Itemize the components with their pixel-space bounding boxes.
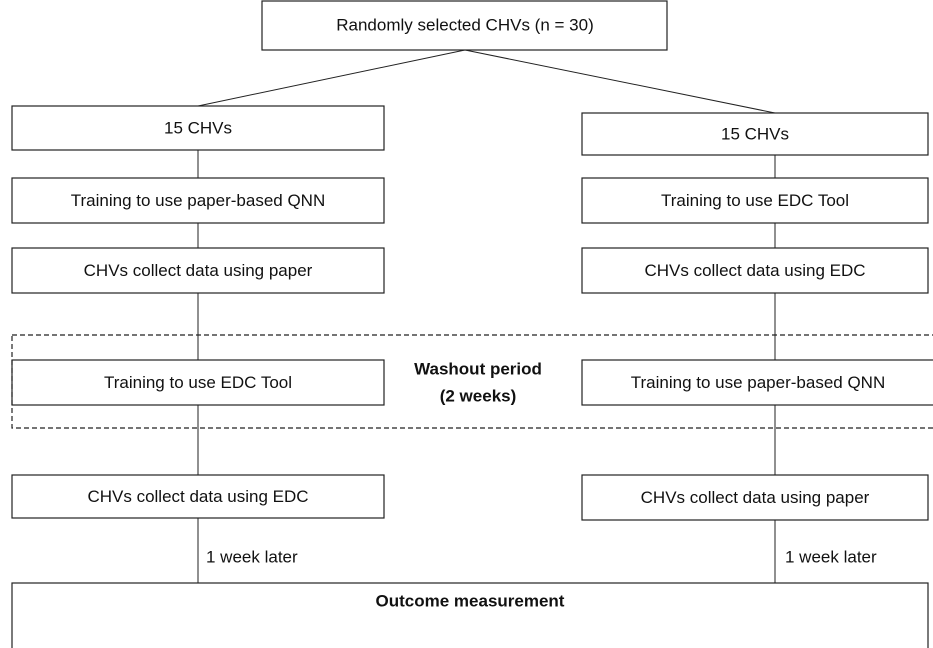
connector [464,49,776,114]
box [581,359,933,406]
washout-label: Washout period [414,359,542,378]
box [581,112,929,156]
box-label: CHVs collect data using EDC [644,261,865,280]
box-label: 15 CHVs [721,124,789,143]
box-label: 15 CHVs [164,118,232,137]
box [11,105,385,151]
box-label: CHVs collect data using EDC [87,487,308,506]
box [261,0,668,51]
box-label: CHVs collect data using paper [84,261,313,280]
box [11,247,385,294]
box [581,474,929,521]
box [581,247,929,294]
box-label: Training to use EDC Tool [104,373,292,392]
box [11,177,385,224]
washout-region [11,334,933,429]
note: 1 week later [206,547,298,566]
box [11,582,929,648]
box-label: Outcome measurement [376,591,565,610]
connector [197,49,466,107]
box [11,474,385,519]
box-label: Training to use paper-based QNN [71,191,326,210]
box [581,177,929,224]
box-label: Training to use paper-based QNN [631,373,886,392]
box [11,359,385,406]
note: 1 week later [785,547,877,566]
box-label: Randomly selected CHVs (n = 30) [336,15,593,34]
box-label: CHVs collect data using paper [641,488,870,507]
box-label: Training to use EDC Tool [661,191,849,210]
washout-duration: (2 weeks) [440,386,517,405]
